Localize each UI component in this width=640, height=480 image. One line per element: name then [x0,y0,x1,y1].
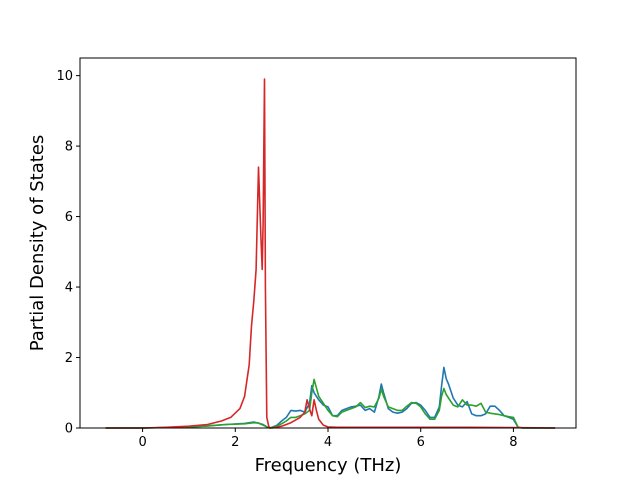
y-tick-label: 6 [65,210,73,225]
x-tick-label: 2 [231,435,239,450]
y-axis-ticks: 0 2 4 6 8 10 [56,69,80,437]
y-tick-label: 10 [56,69,73,84]
y-tick-label: 0 [65,422,73,437]
y-tick-label: 2 [65,351,73,366]
x-tick-label: 4 [324,435,332,450]
series-line-2 [105,378,556,429]
x-tick-label: 6 [417,435,425,450]
y-tick-label: 8 [65,140,73,155]
x-tick-label: 8 [509,435,517,450]
y-tick-label: 4 [65,281,73,296]
y-axis-label: Partial Density of States [27,135,48,352]
x-axis-ticks: 0 2 4 6 8 [138,428,518,450]
series-line-1 [105,366,556,429]
plot-lines [105,78,556,429]
plot-area-frame [79,57,577,429]
x-tick-label: 0 [138,435,146,450]
x-axis-label: Frequency (THz) [255,455,402,476]
series-line-3 [105,78,556,429]
